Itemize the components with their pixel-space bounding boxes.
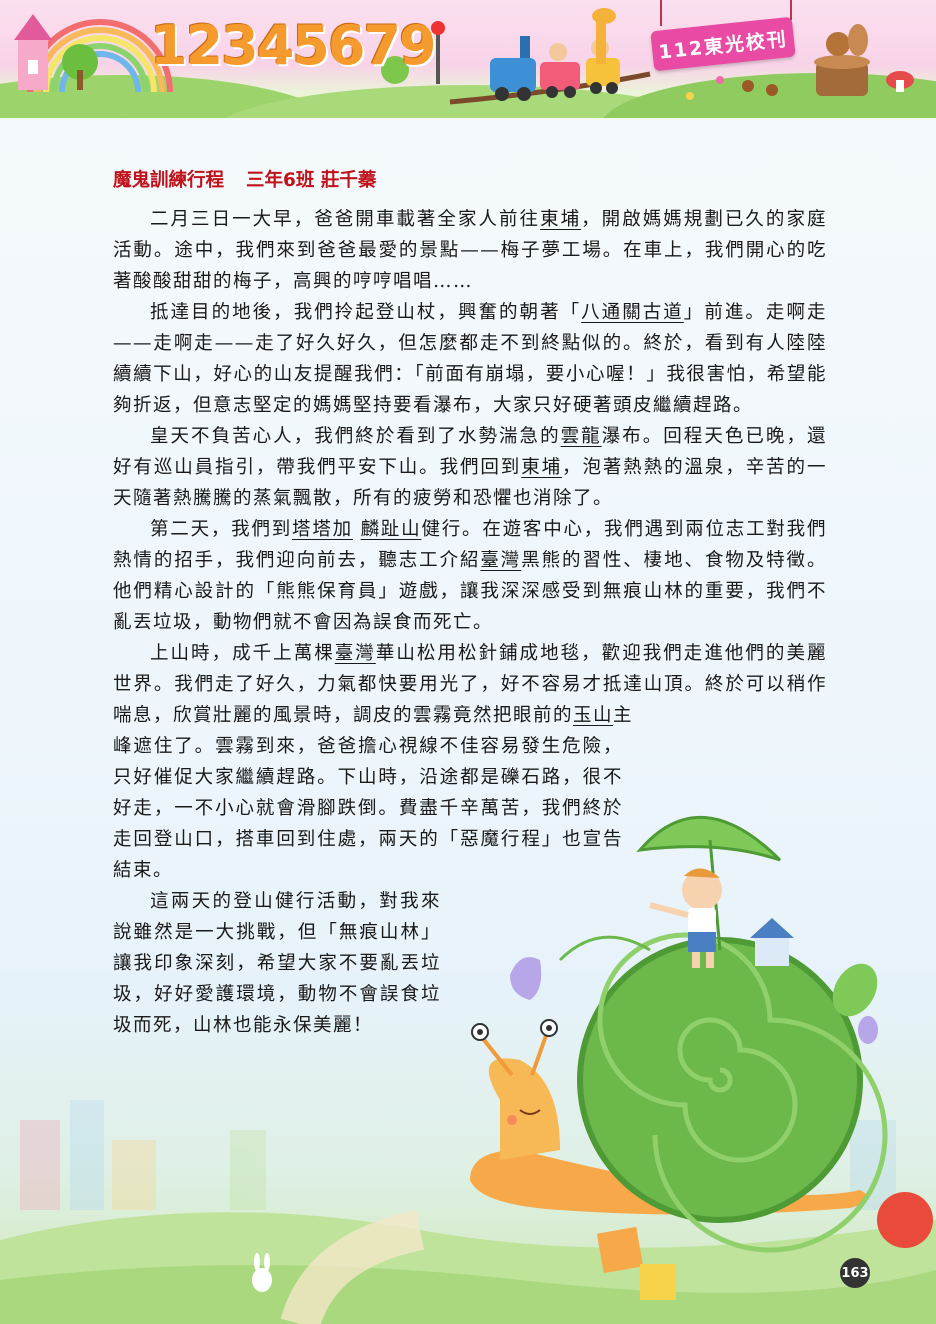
text-run: 主 xyxy=(613,705,634,726)
proper-noun: 臺灣 xyxy=(334,643,376,664)
giraffe-icon xyxy=(592,8,616,64)
text-run: 」前進。走啊走——走啊走——走了好久好久，但怎麼都走不到終點似的。終於，看到有人… xyxy=(113,302,827,416)
text-run: ，泡著熱熱的溫泉，辛苦的一天隨著熱騰騰的蒸氣飄散，所有的疲勞和恐懼也消除了。 xyxy=(113,457,827,509)
header-digits: 12345679 xyxy=(150,14,437,77)
proper-noun: 東埔 xyxy=(521,457,563,478)
mushroom-icon xyxy=(886,71,914,92)
header-banner: 12345679 112東光校刊 xyxy=(0,0,936,118)
paragraph-1: 二月三日一大早，爸爸開車載著全家人前往東埔，開啟媽媽規劃已久的家庭活動。途中，我… xyxy=(113,204,827,297)
city-skyline-icon xyxy=(20,1100,896,1210)
text-run: 上山時，成千上萬棵 xyxy=(150,643,335,664)
article-author: 三年6班 莊千蓁 xyxy=(246,170,377,191)
tag-string xyxy=(790,0,792,20)
proper-noun: 麟趾山 xyxy=(360,519,422,540)
text-run: 這兩天的登山健行活動，對我來說雖然是一大挑戰，但「無痕山林」讓我印象深刻，希望大… xyxy=(113,891,441,1036)
text-run: ，開啟媽媽規劃已久的家庭活動。途中，我們來到爸爸最愛的景點——梅子夢工場。在車上… xyxy=(113,209,827,292)
proper-noun: 臺灣 xyxy=(480,550,522,571)
leaf-icon xyxy=(832,963,878,1044)
article-title-line: 魔鬼訓練行程 三年6班 莊千蓁 xyxy=(113,166,827,192)
text-run: 健行。在遊客中心，我們遇到兩位志工對我們熱情的招手，我們迎向前去，聽志工介紹 xyxy=(113,519,827,571)
header-illustration xyxy=(0,8,936,118)
paragraph-2: 抵達目的地後，我們拎起登山杖，興奮的朝著「八通關古道」前進。走啊走——走啊走——… xyxy=(113,297,827,421)
text-run: 華山松用松針鋪成地毯，歡迎我們走進他們的美麗世界。我們走了好久，力氣都快要用光了… xyxy=(113,643,827,726)
toy-blocks-icon xyxy=(596,1226,676,1300)
paragraph-6: 這兩天的登山健行活動，對我來說雖然是一大挑戰，但「無痕山林」讓我印象深刻，希望大… xyxy=(113,886,441,1041)
page-number: 163 xyxy=(840,1258,870,1288)
paragraph-3: 皇天不負苦心人，我們終於看到了水勢湍急的雲龍瀑布。回程天色已晚，還好有巡山員指引… xyxy=(113,421,827,514)
railway-signal-icon xyxy=(431,21,445,84)
text-run: 黑熊的習性、棲地、食物及特徵。他們精心設計的「熊熊保育員」遊戲，讓我深深感受到無… xyxy=(113,550,827,633)
article: 魔鬼訓練行程 三年6班 莊千蓁 二月三日一大早，爸爸開車載著全家人前往東埔，開啟媽… xyxy=(113,166,827,1041)
proper-noun: 塔塔加 xyxy=(292,519,353,540)
proper-noun: 八通關古道 xyxy=(581,302,684,323)
text-run: 第二天，我們到 xyxy=(150,519,293,540)
apple-icon xyxy=(877,1192,933,1248)
text-run: 峰遮住了。雲霧到來，爸爸擔心視線不佳容易發生危險，只好催促大家繼續趕路。下山時，… xyxy=(113,736,623,881)
text-run: 二月三日一大早，爸爸開車載著全家人前往 xyxy=(150,209,541,230)
proper-noun: 雲龍 xyxy=(560,426,602,447)
text-run: 抵達目的地後，我們拎起登山杖，興奮的朝著「 xyxy=(150,302,582,323)
proper-noun: 玉山 xyxy=(573,705,614,726)
paragraph-5-continued: 峰遮住了。雲霧到來，爸爸擔心視線不佳容易發生危險，只好催促大家繼續趕路。下山時，… xyxy=(113,731,623,886)
text-run: 皇天不負苦心人，我們終於看到了水勢湍急的 xyxy=(150,426,561,447)
castle-icon xyxy=(14,14,52,90)
text-run xyxy=(353,519,361,540)
squirrel-icon xyxy=(814,24,870,96)
rabbit-icon xyxy=(252,1253,272,1292)
tag-string xyxy=(660,0,662,26)
text-run: 瀑布。回程天色已晚，還好有巡山員指引，帶我們平安下山。我們回到 xyxy=(113,426,827,478)
paragraph-5: 上山時，成千上萬棵臺灣華山松用松針鋪成地毯，歡迎我們走進他們的美麗世界。我們走了… xyxy=(113,638,827,731)
proper-noun: 東埔 xyxy=(540,209,582,230)
article-title: 魔鬼訓練行程 xyxy=(113,170,225,191)
paragraph-4: 第二天，我們到塔塔加 麟趾山健行。在遊客中心，我們遇到兩位志工對我們熱情的招手，… xyxy=(113,514,827,638)
